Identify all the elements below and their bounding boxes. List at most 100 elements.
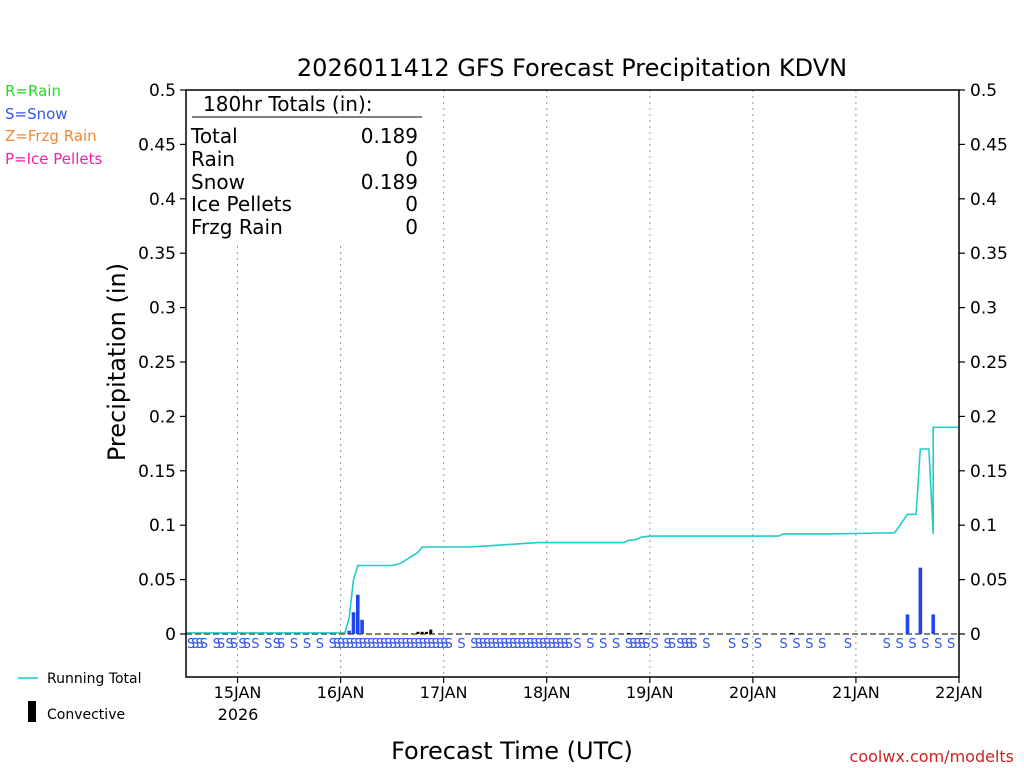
snow-bar [355,594,360,634]
legend-rain: R=Rain [5,82,61,100]
x-axis-label: Forecast Time (UTC) [391,737,633,765]
ptype-marker: S [741,637,749,652]
ptype-marker: S [702,637,710,652]
ptype-marker: S [556,637,564,652]
y-tick-label-right: 0.2 [970,407,997,427]
y-tick-label-right: 0.05 [970,571,1008,591]
totals-header: 180hr Totals (in): [203,92,373,116]
totals-label-rain: Rain [191,147,235,171]
ptype-marker: S [389,637,397,652]
legend-ice-pellets: P=Ice Pellets [5,150,102,168]
convective-bar [429,629,433,634]
ptype-marker: S [496,637,504,652]
ptype-marker: S [651,637,659,652]
y-tick-label-right: 0.4 [970,190,997,210]
snow-bar [347,630,351,634]
ptype-marker: S [264,637,272,652]
legend-convective: Convective [47,707,125,723]
ptype-marker: S [402,637,410,652]
ptype-marker: S [492,637,500,652]
y-tick-label-right: 0.5 [970,81,997,101]
ptype-marker: S [883,637,891,652]
ptype-marker: S [895,637,903,652]
ptype-marker: S [612,637,620,652]
ptype-marker: S [427,637,435,652]
ptype-marker: S [200,637,208,652]
ptype-marker: S [487,637,495,652]
totals-label-frzg-rain: Frzg Rain [191,215,283,239]
y-tick-label-right: 0.15 [970,462,1008,482]
ptype-marker: S [350,637,358,652]
x-tick-label-16jan: 16JAN [317,683,365,702]
legend-snow: S=Snow [5,105,68,123]
credit-link[interactable]: coolwx.com/modelts [850,747,1014,766]
ptype-marker: S [359,637,367,652]
ptype-marker: S [303,637,311,652]
y-tick-label-left: 0.2 [149,407,176,427]
chart-title: 2026011412 GFS Forecast Precipitation KD… [297,54,847,82]
ptype-marker: S [754,637,762,652]
ptype-marker: S [565,637,573,652]
y-tick-label-left: 0.05 [138,571,176,591]
ptype-marker: S [445,637,453,652]
ptype-marker: S [440,637,448,652]
y-tick-label-right: 0.25 [970,353,1008,373]
y-tick-label-left: 0 [165,625,176,645]
snow-bar [351,612,356,634]
ptype-marker: S [522,637,530,652]
ptype-marker: S [526,637,534,652]
ptype-marker: S [625,637,633,652]
y-tick-label-right: 0 [970,625,981,645]
x-tick-label-20jan: 20JAN [729,683,777,702]
ptype-marker: S [681,637,689,652]
x-tick-label-17jan: 17JAN [420,683,468,702]
ptype-marker: S [805,637,813,652]
snow-bars [347,567,936,634]
plot-frame [185,89,960,678]
x-tick-label-21jan: 21JAN [832,683,880,702]
ptype-marker: S [509,637,517,652]
snow-bar [360,619,364,634]
ptype-marker: S [341,637,349,652]
ptype-marker: S [479,637,487,652]
convective-bar [639,632,643,634]
totals-value-rain: 0 [405,147,418,171]
x-tick-label-18jan: 18JAN [523,683,571,702]
ptype-marker: S [372,637,380,652]
ptype-marker: S [586,637,594,652]
ptype-marker: S [633,637,641,652]
ptype-marker: S [354,637,362,652]
ptype-marker: S [251,637,259,652]
ptype-marker: S [376,637,384,652]
totals-label-total: Total [190,124,238,148]
ptype-marker: S [337,637,345,652]
convective-bar [790,632,794,634]
ptype-marker: S [676,637,684,652]
y-tick-label-left: 0.45 [138,135,176,155]
ptype-marker: S [664,637,672,652]
y-tick-label-left: 0.4 [149,190,176,210]
ptype-marker: S [423,637,431,652]
ptype-marker: S [560,637,568,652]
legend-convective-swatch [28,701,36,722]
ptype-marker: S [406,637,414,652]
ptype-marker: S [436,637,444,652]
snow-bar [905,614,910,634]
ptype-marker: S [316,637,324,652]
ptype-marker: S [243,637,251,652]
ptype-marker: S [530,637,538,652]
convective-bar [626,632,630,634]
convective-bar [424,631,428,634]
ptype-marker: S [792,637,800,652]
totals-value-ice-pellets: 0 [405,192,418,216]
ptype-marker: S [414,637,422,652]
x-tick-label-19jan: 19JAN [626,683,674,702]
x-ticks: 15JAN 16JAN 17JAN 18JAN 19JAN 20JAN 21JAN 22JAN [214,677,983,702]
ptype-marker: S [642,637,650,652]
ptype-marker: S [384,637,392,652]
ptype-marker: S [638,637,646,652]
ptype-marker: S [213,637,221,652]
ptype-marker: S [290,637,298,652]
